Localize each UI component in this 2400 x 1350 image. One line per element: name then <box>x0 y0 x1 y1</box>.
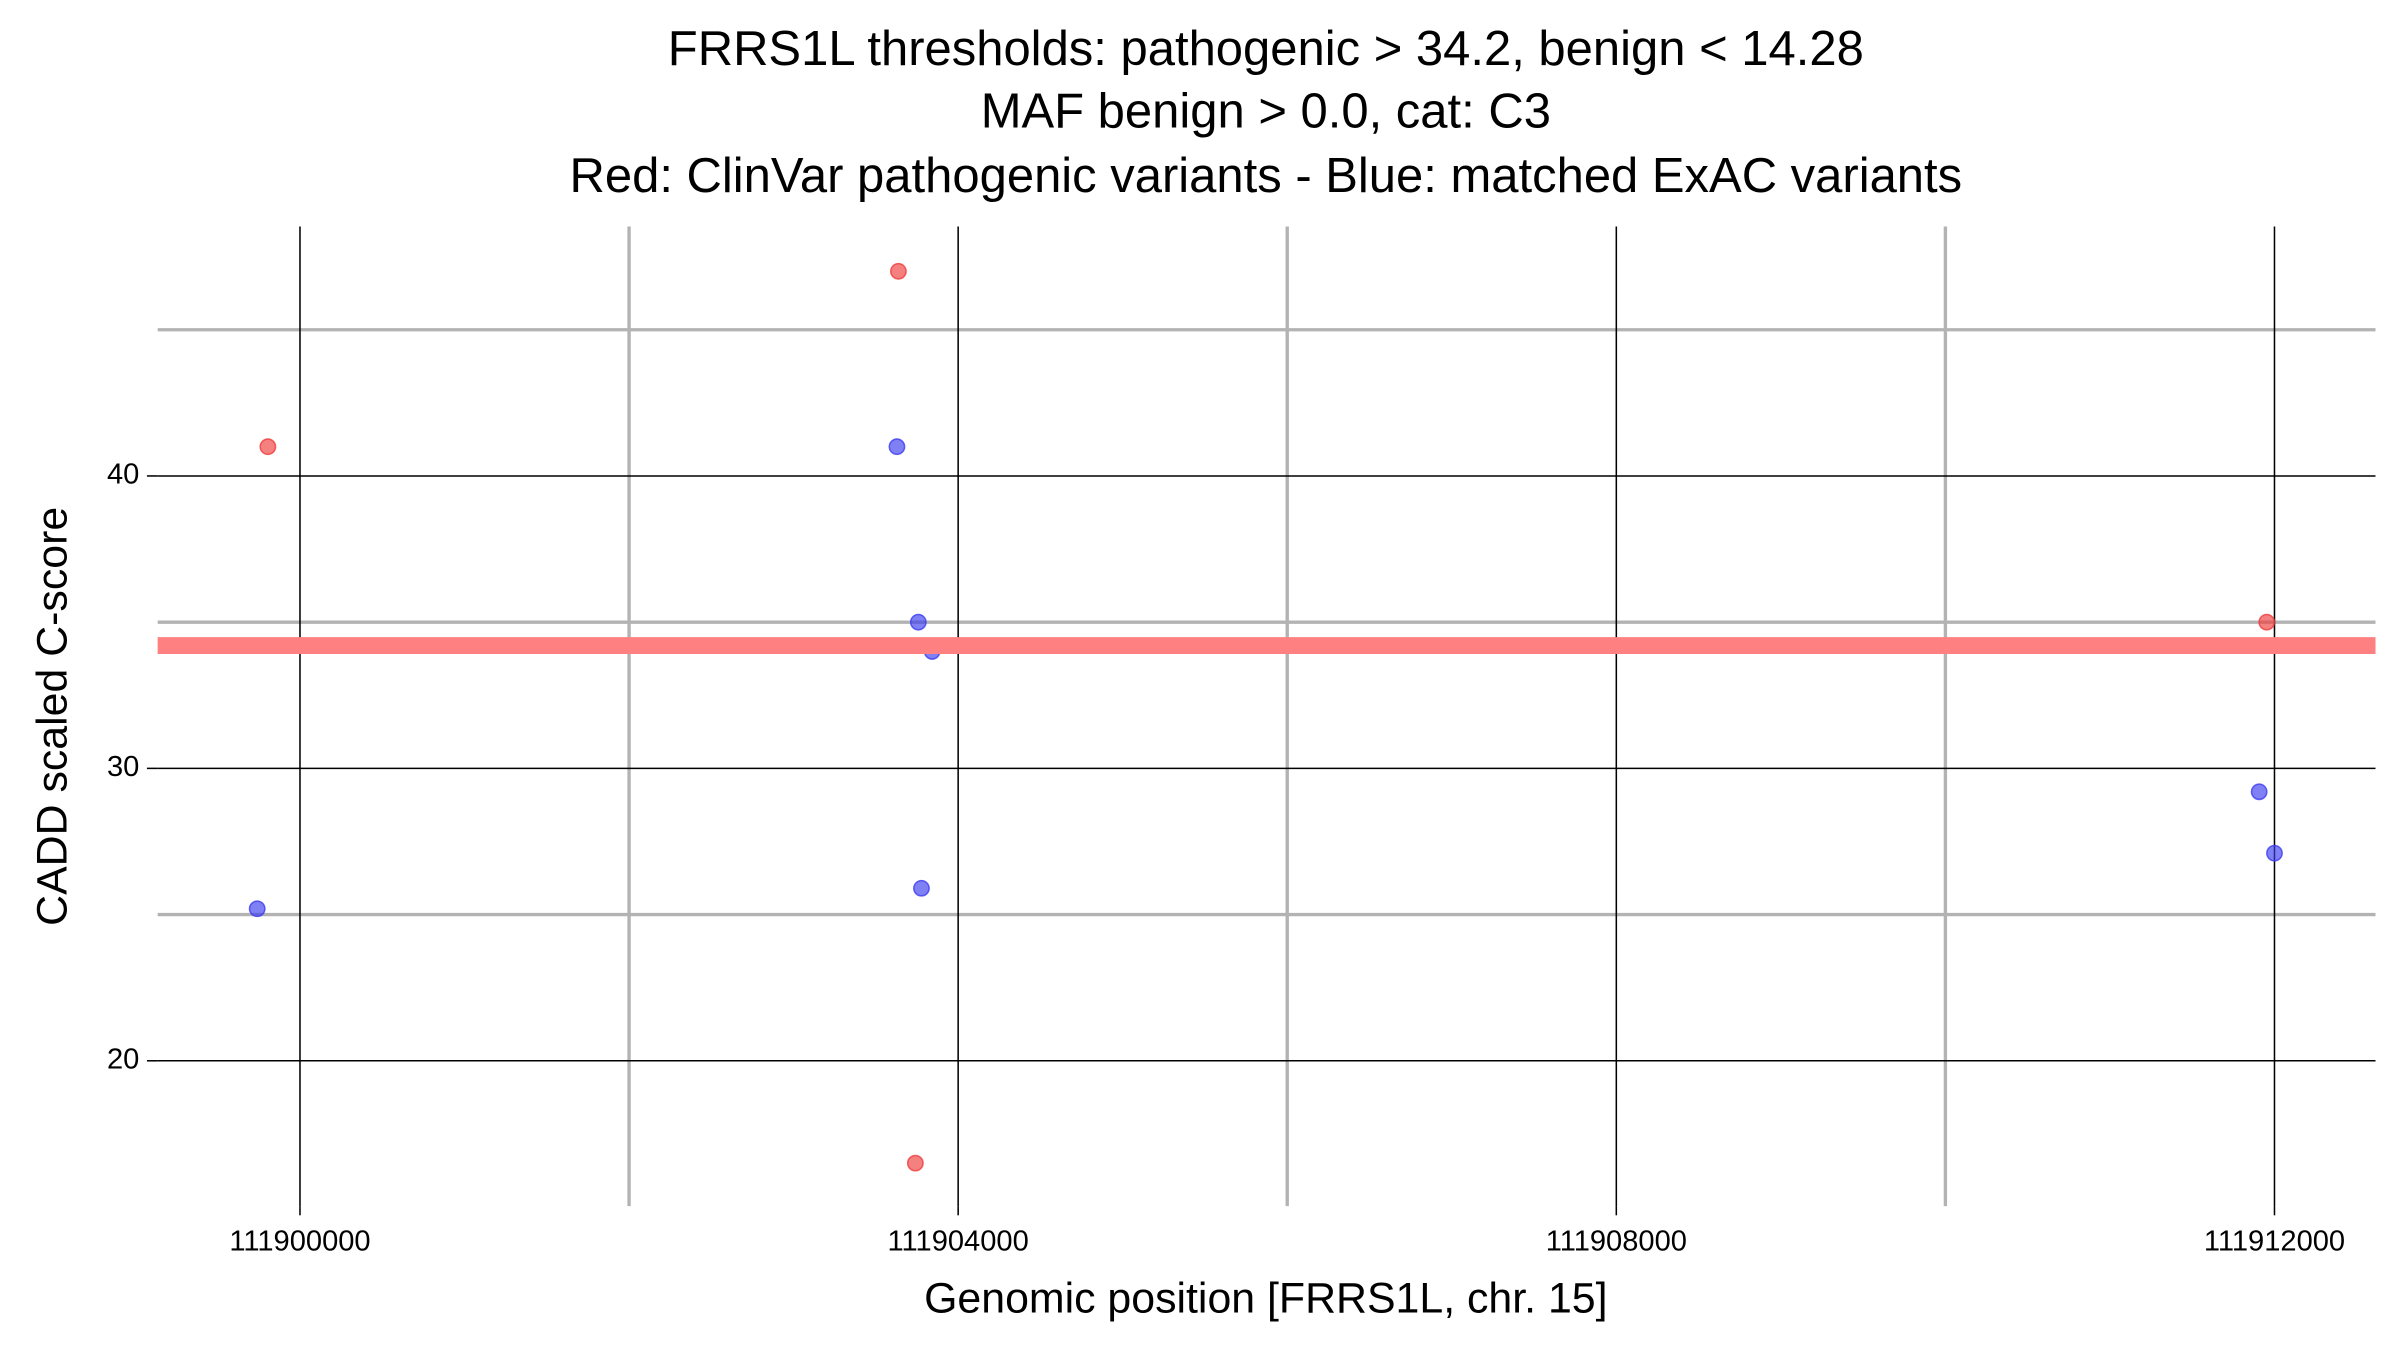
chart-title: MAF benign > 0.0, cat: C3 <box>981 85 1551 139</box>
point <box>890 262 907 280</box>
point <box>906 1154 924 1172</box>
point <box>909 613 927 631</box>
y-tick-label: 30 <box>107 751 139 783</box>
point <box>248 900 266 918</box>
x-tick-label: 111904000 <box>888 1226 1029 1258</box>
point <box>2250 783 2268 801</box>
point <box>888 438 906 456</box>
x-tick-label: 111908000 <box>1546 1226 1687 1258</box>
chart-title: FRRS1L thresholds: pathogenic > 34.2, be… <box>668 22 1864 76</box>
x-tick-label: 111900000 <box>229 1226 370 1258</box>
chart-title: Red: ClinVar pathogenic variants - Blue:… <box>569 149 1962 203</box>
point <box>913 879 930 897</box>
y-tick-label: 20 <box>107 1043 139 1075</box>
x-tick-label: 111912000 <box>2204 1226 2345 1258</box>
x-axis-label: Genomic position [FRRS1L, chr. 15] <box>924 1274 1607 1322</box>
y-tick-label: 40 <box>107 459 139 491</box>
point <box>259 438 277 456</box>
y-axis-label: CADD scaled C-score <box>28 507 76 926</box>
point <box>2258 613 2276 631</box>
point <box>2266 844 2283 862</box>
